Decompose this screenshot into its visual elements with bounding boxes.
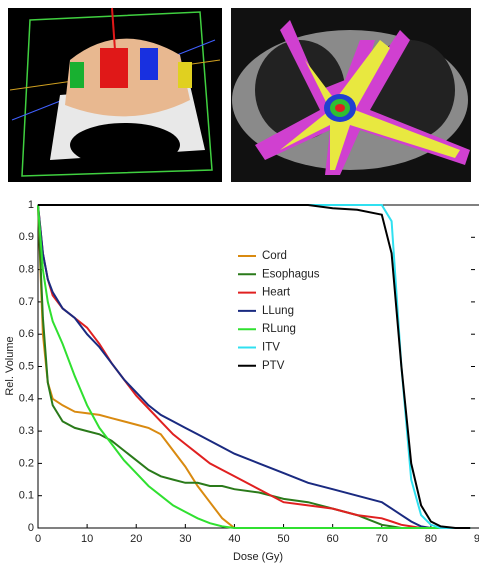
y-tick-label: 0.7 <box>19 296 34 308</box>
y-tick-label: 0.8 <box>19 264 34 276</box>
y-tick-label: 0.3 <box>19 425 34 437</box>
x-tick-label: 40 <box>228 533 240 545</box>
y-tick-label: 0.6 <box>19 328 34 340</box>
x-tick-label: 90 <box>474 533 479 545</box>
x-tick-label: 80 <box>425 533 437 545</box>
y-tick-label: 1 <box>28 199 34 211</box>
x-tick-label: 30 <box>179 533 191 545</box>
x-tick-label: 10 <box>81 533 93 545</box>
y-tick-label: 0.5 <box>19 360 34 372</box>
plot-frame <box>38 205 479 528</box>
render-image <box>8 8 222 182</box>
legend-label: Esophagus <box>262 268 320 280</box>
x-tick-label: 60 <box>327 533 339 545</box>
y-tick-label: 0.1 <box>19 490 34 502</box>
y-tick-label: 0.9 <box>19 231 34 243</box>
ct-image <box>231 8 471 182</box>
x-axis-label: Dose (Gy) <box>233 551 283 563</box>
y-tick-label: 0.2 <box>19 457 34 469</box>
y-tick-label: 0 <box>28 522 34 534</box>
legend-label: ITV <box>262 342 280 354</box>
x-tick-label: 50 <box>277 533 289 545</box>
figure: Dose (Gy) Rel. Volume 0 0.1 0.2 0.3 0.4 0.5 0.… <box>0 0 479 568</box>
legend-label: LLung <box>262 305 294 317</box>
legend-label: RLung <box>262 323 296 335</box>
legend-label: Heart <box>262 287 291 299</box>
x-tick-label: 0 <box>35 533 41 545</box>
y-axis-label: Rel. Volume <box>4 336 16 395</box>
dvh-plot: Dose (Gy) Rel. Volume <box>4 205 479 563</box>
y-tick-label: 0.4 <box>19 393 34 405</box>
legend-label: PTV <box>262 360 285 372</box>
x-tick-label: 70 <box>376 533 388 545</box>
x-tick-label: 20 <box>130 533 142 545</box>
legend-label: Cord <box>262 250 287 262</box>
